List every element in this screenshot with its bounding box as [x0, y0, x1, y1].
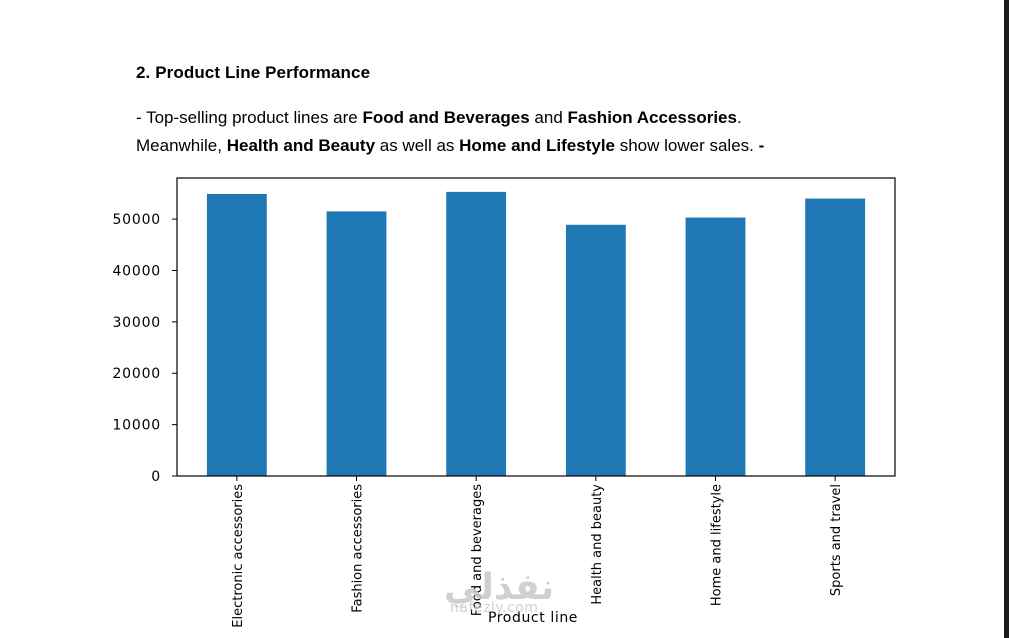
- y-tick-label: 50000: [112, 212, 161, 228]
- y-tick-label: 40000: [112, 263, 161, 279]
- y-tick-label: 0: [151, 469, 161, 485]
- x-tick-label: Fashion accessories: [351, 484, 366, 613]
- bar-5: [805, 198, 866, 476]
- bold-span: Fashion Accessories: [567, 108, 737, 127]
- text-span: Meanwhile,: [136, 135, 227, 155]
- text-span: .: [736, 108, 742, 127]
- y-tick-label: 30000: [112, 315, 161, 331]
- x-axis-ticks: Electronic accessories Fashion accessorie…: [231, 476, 844, 628]
- bar-3: [565, 224, 626, 476]
- x-tick-label: Food and beverages: [470, 484, 485, 616]
- bar-4: [685, 217, 746, 476]
- bar-0: [206, 193, 267, 476]
- section-heading: 2. Product Line Performance: [136, 63, 371, 82]
- bars-group: [206, 191, 866, 476]
- plot-frame: [176, 177, 896, 477]
- x-tick-label: Home and lifestyle: [710, 484, 725, 606]
- bold-span: Home and Lifestyle: [459, 135, 615, 155]
- y-tick-label: 20000: [112, 366, 161, 382]
- text-span: and: [529, 108, 568, 127]
- text-span: - Top-selling product lines are: [136, 108, 363, 127]
- bar-2: [446, 191, 507, 476]
- x-tick-label: Electronic accessories: [231, 484, 246, 628]
- x-tick-label: Sports and travel: [829, 484, 844, 596]
- x-tick-label: Health and beauty: [590, 484, 605, 605]
- section-paragraph: - Top-selling product lines are Food and…: [136, 104, 936, 159]
- bar-1: [326, 211, 387, 476]
- bold-span: Health and Beauty: [226, 135, 376, 155]
- text-span: as well as: [375, 135, 460, 155]
- y-axis-ticks: 0 10000 20000 30000 40000 50000: [112, 212, 177, 485]
- text-span: show lower sales.: [615, 135, 759, 155]
- page-edge: [1004, 0, 1009, 638]
- paragraph-line-1: - Top-selling product lines are Food and…: [136, 104, 936, 132]
- y-tick-label: 10000: [112, 418, 161, 434]
- bold-span: -: [758, 135, 765, 155]
- bold-span: Food and Beverages: [362, 108, 530, 127]
- x-axis-label: Product line: [488, 610, 578, 626]
- paragraph-line-2: Meanwhile, Health and Beauty as well as …: [136, 132, 936, 160]
